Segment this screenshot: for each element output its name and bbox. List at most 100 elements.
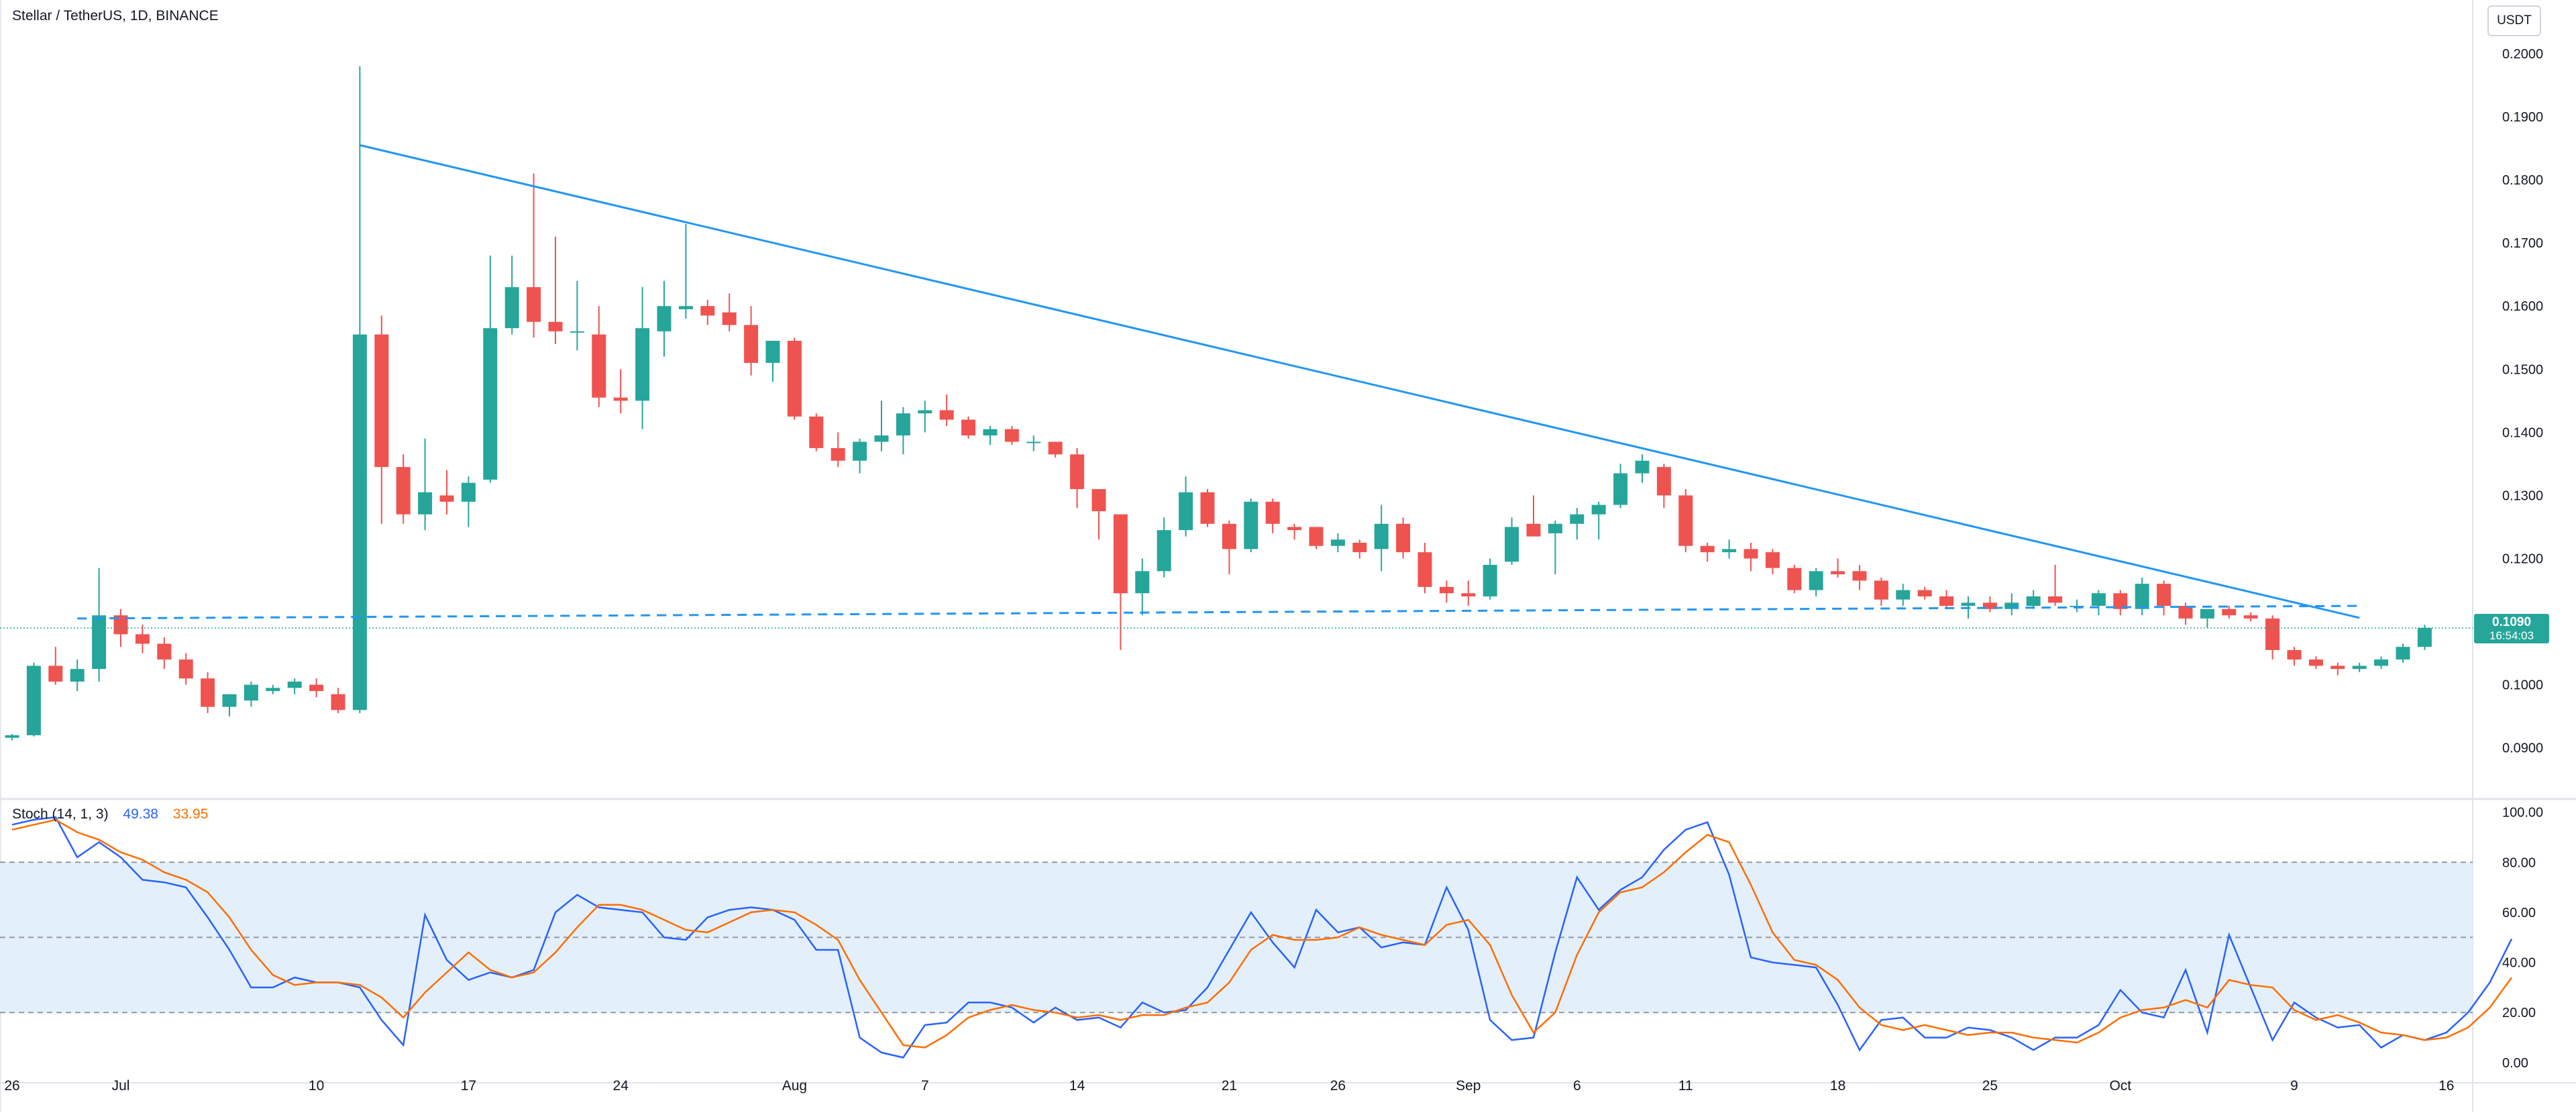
candle-body <box>244 684 258 701</box>
candle <box>439 470 454 515</box>
candle-body <box>2308 659 2323 666</box>
candle-body <box>266 688 280 692</box>
candle <box>1004 425 1019 445</box>
candle-body <box>1244 501 1258 549</box>
time-tick-label: 18 <box>1830 1078 1845 1094</box>
candle <box>527 173 541 338</box>
candle <box>2243 612 2258 622</box>
candle-body <box>70 669 85 682</box>
candle <box>374 315 389 524</box>
candle <box>2200 608 2214 629</box>
candle <box>2113 590 2128 616</box>
currency-selector[interactable]: USDT <box>2487 5 2541 36</box>
stoch-tick-label: 60.00 <box>2502 906 2536 920</box>
candle-body <box>527 287 541 322</box>
price-tick-label: 0.1800 <box>2502 173 2543 188</box>
candle <box>222 694 237 716</box>
candle <box>48 647 63 685</box>
price-tick-label: 0.1200 <box>2502 552 2543 567</box>
support-line[interactable] <box>77 604 2360 620</box>
candle-body <box>1765 552 1780 568</box>
candle-body <box>896 413 910 436</box>
candle <box>939 394 954 426</box>
time-tick-label: 26 <box>4 1078 19 1094</box>
price-tick-label: 0.1900 <box>2502 110 2543 125</box>
candle <box>1483 558 1497 600</box>
candle <box>1656 464 1671 509</box>
candle <box>2026 590 2041 609</box>
candle-body <box>2374 659 2389 666</box>
candle-body <box>1961 602 1976 606</box>
candle-body <box>48 666 63 682</box>
candle-body <box>2113 593 2128 609</box>
candle-body <box>2222 608 2237 616</box>
candle-body <box>1309 527 1324 546</box>
candle <box>2091 590 2106 616</box>
time-tick-label: 11 <box>1678 1078 1693 1094</box>
candle <box>418 438 433 531</box>
candle-body <box>461 482 476 502</box>
candle-body <box>331 694 345 710</box>
time-tick-label: 26 <box>1330 1078 1346 1094</box>
candle-body <box>830 447 845 461</box>
candle-body <box>2417 628 2432 647</box>
candle-body <box>635 328 650 401</box>
stoch-tick-label: 100.00 <box>2502 806 2543 820</box>
candle-body <box>1874 580 1888 600</box>
stoch-tick-label: 40.00 <box>2502 956 2536 971</box>
candle-body <box>2330 666 2345 670</box>
candle <box>1200 489 1215 527</box>
candle <box>896 407 910 455</box>
candle-body <box>309 684 324 692</box>
candle-body <box>418 492 433 515</box>
stoch-legend[interactable]: Stoch (14, 1, 3) 49.38 33.95 <box>12 806 208 822</box>
candle <box>2070 599 2084 613</box>
candle <box>2135 577 2149 616</box>
candle-body <box>1179 492 1193 531</box>
candle <box>5 734 19 741</box>
candle-body <box>1026 441 1041 443</box>
candle <box>1026 435 1041 452</box>
drawing-lines[interactable] <box>0 144 2473 629</box>
candle-body <box>2352 666 2367 670</box>
candle-body <box>1896 590 1911 600</box>
candle <box>135 625 150 653</box>
candle-body <box>2287 649 2302 660</box>
candle-body <box>396 467 411 515</box>
candle <box>1265 498 1280 533</box>
candle-body <box>1743 549 1758 559</box>
candle <box>1070 447 1085 509</box>
descending-trendline[interactable] <box>360 144 2360 619</box>
candle-body <box>2048 596 2063 603</box>
candle <box>1244 498 1258 553</box>
stoch-d-value: 33.95 <box>172 806 209 822</box>
candle-body <box>853 441 867 461</box>
time-tick-label: 10 <box>309 1078 324 1094</box>
candle <box>657 280 672 357</box>
candle-body <box>222 694 237 707</box>
candle <box>809 413 824 452</box>
price-tick-label: 0.1400 <box>2502 425 2543 440</box>
candle-body <box>1548 523 1562 533</box>
candle <box>70 659 85 692</box>
symbol-title[interactable]: Stellar / TetherUS, 1D, BINANCE <box>12 8 219 23</box>
candle <box>483 255 498 483</box>
candle-body <box>135 634 150 644</box>
candle-body <box>874 435 889 442</box>
candle <box>548 236 563 344</box>
candle <box>2265 615 2280 660</box>
candle-body <box>1700 545 1715 553</box>
candle <box>1374 505 1389 572</box>
time-tick-label: Sep <box>1456 1078 1481 1094</box>
candle <box>1330 533 1345 553</box>
candle-body <box>1982 602 1997 609</box>
candle-body <box>1831 571 1845 575</box>
candle <box>287 678 302 694</box>
candle-body <box>765 340 780 363</box>
time-tick-label: Oct <box>2109 1078 2131 1094</box>
candle-body <box>1635 460 1650 474</box>
stoch-series-line <box>11 818 2513 1049</box>
candle-body <box>2026 596 2041 606</box>
